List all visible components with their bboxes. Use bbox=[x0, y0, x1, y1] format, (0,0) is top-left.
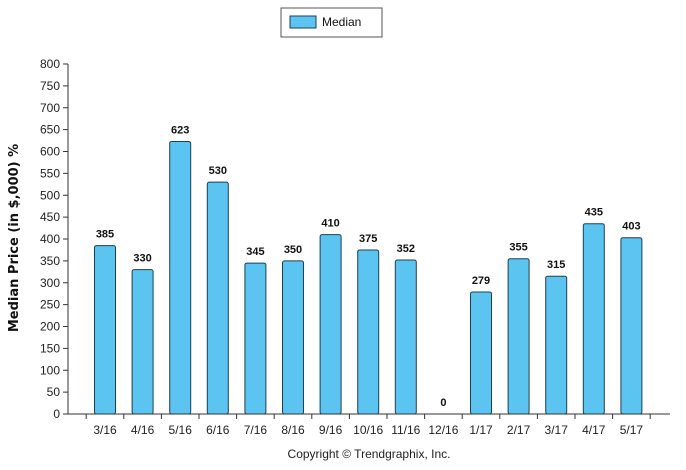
data-label: 352 bbox=[397, 243, 415, 255]
bar bbox=[282, 260, 304, 415]
data-label: 0 bbox=[440, 397, 446, 409]
bar bbox=[507, 258, 530, 415]
legend: Median bbox=[280, 7, 383, 38]
bar bbox=[545, 275, 568, 415]
data-label: 435 bbox=[585, 207, 603, 219]
data-label: 350 bbox=[284, 244, 302, 256]
bars: 385 330 623 530 345 350 410 375 352 0 279 355 315 435… bbox=[94, 124, 643, 415]
data-label: 330 bbox=[133, 253, 151, 265]
y-tick-label: 700 bbox=[40, 101, 60, 115]
x-tick-label: 2/17 bbox=[507, 423, 531, 437]
legend-label-median: Median bbox=[322, 15, 361, 29]
y-tick-label: 150 bbox=[40, 341, 60, 355]
data-label: 530 bbox=[209, 165, 227, 177]
bar bbox=[131, 269, 154, 415]
y-tick-label: 50 bbox=[47, 385, 61, 399]
y-tick-label: 250 bbox=[40, 298, 60, 312]
y-tick-label: 800 bbox=[40, 57, 60, 71]
x-tick-label: 4/17 bbox=[582, 423, 606, 437]
bar bbox=[620, 237, 643, 415]
y-tick-label: 750 bbox=[40, 79, 60, 93]
y-tick-label: 450 bbox=[40, 210, 60, 224]
bar bbox=[244, 262, 267, 415]
y-tick-label: 0 bbox=[53, 407, 60, 421]
x-tick-label: 5/16 bbox=[169, 423, 193, 437]
bar bbox=[470, 291, 492, 415]
data-label: 355 bbox=[509, 242, 527, 254]
x-tick-label: 5/17 bbox=[620, 423, 644, 437]
y-tick-label: 550 bbox=[40, 166, 60, 180]
x-tick-label: 4/16 bbox=[131, 423, 155, 437]
bar bbox=[94, 245, 116, 415]
x-tick-label: 3/17 bbox=[545, 423, 569, 437]
bar bbox=[206, 181, 229, 415]
bar bbox=[394, 259, 417, 415]
data-label: 403 bbox=[622, 221, 640, 233]
y-tick-label: 200 bbox=[40, 320, 60, 334]
legend-swatch-median bbox=[289, 15, 317, 29]
data-label: 345 bbox=[246, 246, 264, 258]
y-axis: 0 50 100 150 200 250 300 350 400 450 500 550 600 650 7… bbox=[40, 57, 69, 421]
x-tick-label: 6/16 bbox=[206, 423, 230, 437]
copyright-text: Copyright © Trendgraphix, Inc. bbox=[288, 447, 451, 461]
y-tick-label: 350 bbox=[40, 254, 60, 268]
data-label: 375 bbox=[359, 233, 377, 245]
y-tick-label: 650 bbox=[40, 123, 60, 137]
y-tick-label: 100 bbox=[40, 363, 60, 377]
x-tick-label: 9/16 bbox=[319, 423, 343, 437]
data-label: 315 bbox=[547, 259, 565, 271]
data-label: 410 bbox=[321, 218, 339, 230]
bar bbox=[357, 249, 380, 415]
bar bbox=[319, 234, 342, 415]
x-tick-label: 12/16 bbox=[428, 423, 458, 437]
x-tick-label: 10/16 bbox=[353, 423, 383, 437]
x-axis: 3/16 4/16 5/16 6/16 7/16 8/16 9/16 10/16 11/16 12… bbox=[68, 413, 670, 437]
y-tick-label: 400 bbox=[40, 232, 60, 246]
x-tick-label: 8/16 bbox=[281, 423, 305, 437]
data-label: 279 bbox=[472, 275, 490, 287]
bar bbox=[169, 140, 192, 415]
y-tick-label: 600 bbox=[40, 145, 60, 159]
x-tick-label: 3/16 bbox=[93, 423, 117, 437]
x-tick-label: 1/17 bbox=[469, 423, 493, 437]
bar bbox=[582, 223, 605, 415]
x-tick-label: 7/16 bbox=[244, 423, 268, 437]
y-tick-label: 300 bbox=[40, 276, 60, 290]
y-axis-label: Median Price (in $,000) % bbox=[7, 144, 22, 332]
y-tick-label: 500 bbox=[40, 188, 60, 202]
data-label: 623 bbox=[171, 124, 189, 136]
data-label: 385 bbox=[96, 229, 114, 241]
x-tick-label: 11/16 bbox=[391, 423, 420, 437]
